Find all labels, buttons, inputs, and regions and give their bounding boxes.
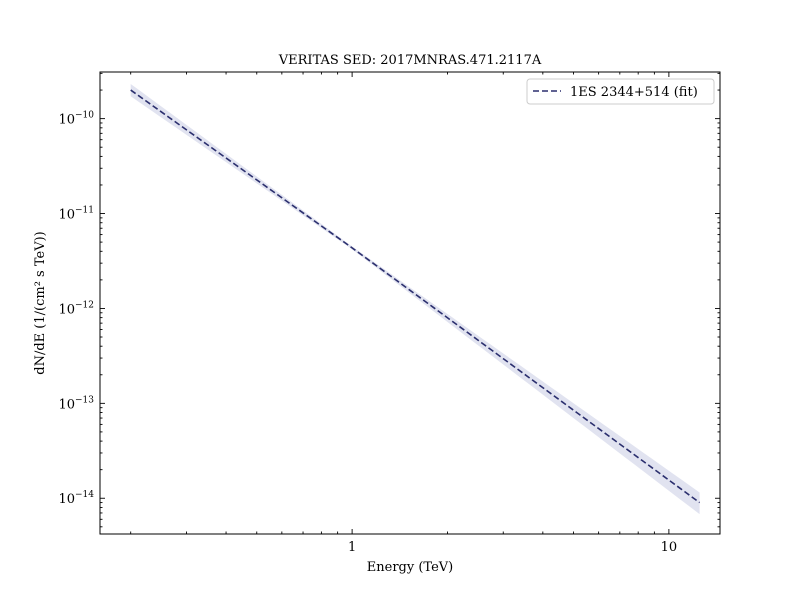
legend: 1ES 2344+514 (fit) <box>526 78 715 105</box>
plot-frame <box>99 71 721 535</box>
legend-label: 1ES 2344+514 (fit) <box>570 85 698 100</box>
axis-ticks: 10−10 10−11 10−12 10−13 10−14 1 10 <box>58 72 720 555</box>
y-tick-label: 10−10 <box>58 111 94 128</box>
y-tick-label: 10−13 <box>58 395 94 412</box>
x-tick-label: 1 <box>348 540 356 555</box>
y-tick-label: 10−12 <box>58 300 94 317</box>
y-tick-label: 10−11 <box>58 206 94 223</box>
legend-box <box>526 78 715 105</box>
series-line <box>130 89 701 504</box>
x-axis-label: Energy (TeV) <box>367 560 453 575</box>
y-tick-label: 10−14 <box>58 490 94 507</box>
chart-title: VERITAS SED: 2017MNRAS.471.2117A <box>278 53 542 68</box>
plot-area <box>130 83 701 515</box>
y-axis-label: dN/dE (1/(cm² s TeV)) <box>33 231 48 374</box>
x-tick-label: 10 <box>661 540 678 555</box>
